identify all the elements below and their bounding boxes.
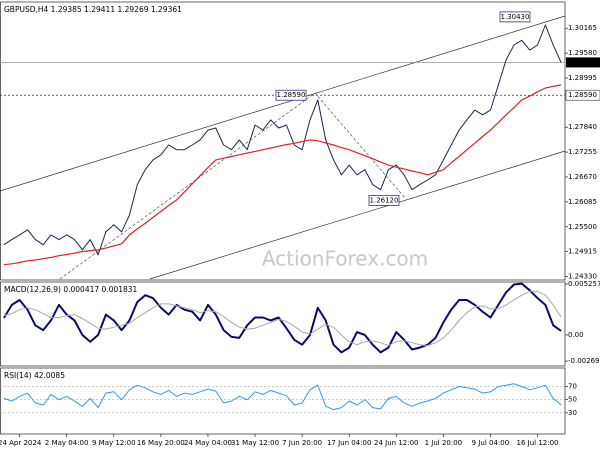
x-tick-label: 16 May 20:00 bbox=[137, 439, 185, 447]
x-tick-label: 17 Jun 04:00 bbox=[327, 439, 371, 447]
x-tick-label: 1 Jul 20:00 bbox=[425, 439, 463, 447]
y-tick-label: 70 bbox=[568, 382, 577, 390]
panel-frame bbox=[0, 281, 566, 367]
price-label-box bbox=[368, 194, 400, 206]
series-line bbox=[3, 24, 562, 256]
swing-line bbox=[59, 92, 406, 280]
price-label-box bbox=[275, 89, 307, 101]
y-tick-label: 1.27255 bbox=[568, 148, 597, 156]
panel-frame bbox=[0, 1, 566, 281]
y-tick-label: 1.27840 bbox=[568, 123, 597, 131]
series-line bbox=[3, 84, 562, 266]
y-tick-label: 1.28995 bbox=[568, 74, 597, 82]
series-line bbox=[3, 383, 562, 411]
y-tick-label: 1.30165 bbox=[568, 24, 597, 32]
x-tick-label: 7 Jun 20:00 bbox=[282, 439, 322, 447]
x-tick-label: 24 Jun 12:00 bbox=[374, 439, 418, 447]
y-tick-label: 1.26085 bbox=[568, 198, 597, 206]
x-tick-label: 31 May 12:00 bbox=[231, 439, 279, 447]
y-tick-label: -0.00269 bbox=[568, 357, 599, 365]
y-tick-label: 30 bbox=[568, 409, 577, 417]
watermark: ActionForex.com bbox=[262, 247, 428, 271]
x-tick-label: 9 May 12:00 bbox=[92, 439, 136, 447]
panel-title: RSI(14) 42.0085 bbox=[4, 371, 65, 380]
panel-title: MACD(12,26,9) 0.000417 0.001831 bbox=[4, 285, 138, 294]
price-label: 1.30430 bbox=[501, 13, 530, 21]
y-tick-label: 1.24330 bbox=[568, 273, 597, 281]
panel-title: GBPUSD,H4 1.29385 1.29411 1.29269 1.2936… bbox=[4, 5, 182, 14]
y-tick-label: 1.29580 bbox=[568, 49, 597, 57]
y-tick-label: 0.00 bbox=[568, 331, 584, 339]
y-tick-label: 1.25500 bbox=[568, 223, 597, 231]
x-tick-label: 9 Jul 04:00 bbox=[472, 439, 510, 447]
level-label: 1.28590 bbox=[568, 91, 597, 99]
level-box bbox=[565, 89, 600, 101]
y-tick-label: 1.26670 bbox=[568, 173, 597, 181]
price-label-box bbox=[499, 11, 531, 23]
x-tick-label: 2 May 04:00 bbox=[45, 439, 89, 447]
x-tick-label: 24 May 04:00 bbox=[184, 439, 232, 447]
current-price-label: 1.29361 bbox=[568, 58, 597, 66]
x-tick-label: 16 Jul 12:00 bbox=[517, 439, 559, 447]
y-tick-label: 50 bbox=[568, 396, 577, 404]
series-line bbox=[3, 290, 562, 347]
panel-frame bbox=[0, 367, 566, 435]
channel-lower bbox=[149, 150, 566, 280]
channel-upper bbox=[0, 15, 566, 192]
y-tick-label: 0.005257 bbox=[568, 280, 600, 288]
x-tick-label: 24 Apr 2024 bbox=[0, 439, 42, 447]
y-tick-label: 1.24915 bbox=[568, 248, 597, 256]
price-label: 1.28590 bbox=[277, 91, 306, 99]
current-price-box bbox=[566, 57, 600, 68]
price-label: 1.26120 bbox=[370, 196, 399, 204]
series-line bbox=[3, 282, 562, 354]
